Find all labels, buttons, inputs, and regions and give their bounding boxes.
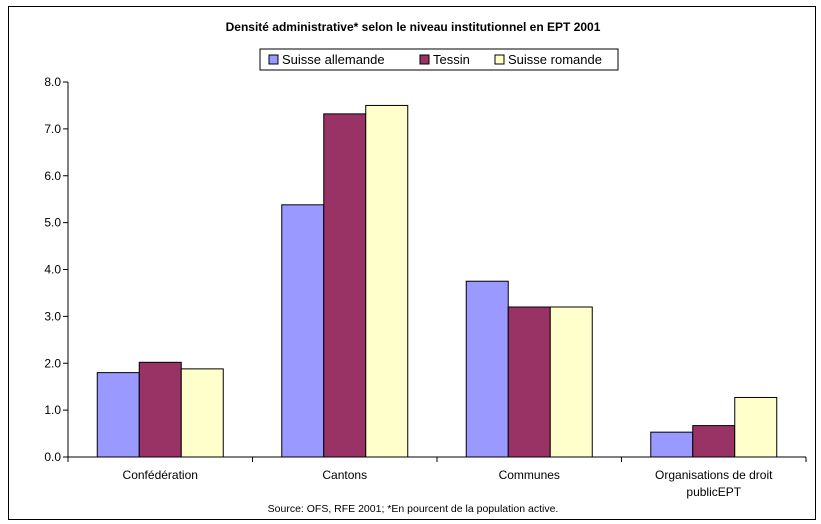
- chart-title: Densité administrative* selon le niveau …: [226, 20, 601, 34]
- x-tick-label: Confédération: [123, 468, 198, 482]
- y-tick-label: 0.0: [44, 450, 61, 464]
- x-tick-label-line: Organisations de droit: [655, 468, 773, 482]
- bar: [97, 373, 139, 457]
- plot-area: 0.0 1.0 2.0 3.0 4.0 5.0 6.0 7.0 8.0 Confédération…: [44, 75, 806, 499]
- bar: [139, 362, 181, 457]
- chart-frame: Densité administrative* selon le niveau …: [8, 6, 816, 520]
- y-tick-label: 7.0: [44, 122, 61, 136]
- legend-swatch: [269, 55, 278, 64]
- y-tick-label: 8.0: [44, 75, 61, 89]
- bar-chart: Densité administrative* selon le niveau …: [9, 7, 815, 519]
- bar: [508, 307, 550, 457]
- x-tick-label: Organisations de droit publicEPT: [655, 468, 773, 499]
- legend: Suisse allemande Tessin Suisse romande: [260, 49, 618, 70]
- bar: [651, 432, 693, 457]
- x-tick-label-line: Communes: [499, 468, 560, 482]
- legend-label: Suisse romande: [508, 52, 602, 67]
- x-tick-label: Cantons: [322, 468, 367, 482]
- source-note: Source: OFS, RFE 2001; *En pourcent de l…: [268, 503, 559, 515]
- y-tick-label: 1.0: [44, 403, 61, 417]
- bar: [181, 369, 223, 457]
- y-tick-label: 2.0: [44, 356, 61, 370]
- bar: [735, 397, 777, 457]
- legend-swatch: [420, 55, 429, 64]
- y-tick-label: 3.0: [44, 309, 61, 323]
- x-tick-label-line: Cantons: [322, 468, 367, 482]
- legend-label: Tessin: [433, 52, 470, 67]
- legend-swatch: [495, 55, 504, 64]
- y-tick-label: 6.0: [44, 169, 61, 183]
- bar: [324, 114, 366, 457]
- bar: [282, 205, 324, 457]
- y-tick-label: 5.0: [44, 216, 61, 230]
- x-tick-label-line: Confédération: [123, 468, 198, 482]
- bar: [466, 281, 508, 457]
- legend-label: Suisse allemande: [282, 52, 385, 67]
- bar: [366, 105, 408, 457]
- x-tick-label: Communes: [499, 468, 560, 482]
- y-tick-label: 4.0: [44, 263, 61, 277]
- x-tick-label-line: publicEPT: [686, 485, 741, 499]
- bar: [550, 307, 592, 457]
- bar: [693, 426, 735, 457]
